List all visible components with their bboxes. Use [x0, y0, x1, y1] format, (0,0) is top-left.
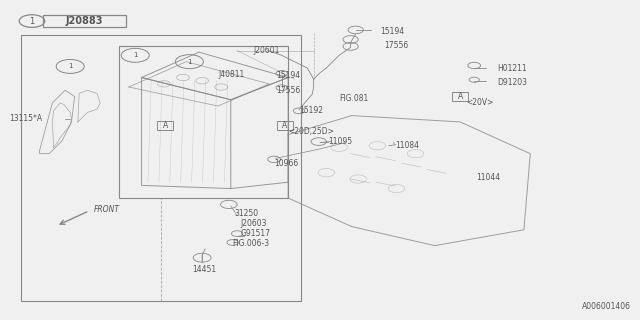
Text: FIG.006-3: FIG.006-3	[233, 239, 270, 248]
Bar	[157, 121, 173, 131]
Bar	[277, 121, 293, 131]
Text: 1: 1	[187, 59, 191, 65]
Text: A: A	[282, 121, 287, 130]
Text: 1: 1	[68, 63, 72, 69]
Text: A: A	[163, 121, 168, 130]
Text: 11084: 11084	[395, 141, 419, 150]
Text: <20D,25D>: <20D,25D>	[288, 127, 334, 136]
Text: 1: 1	[29, 17, 35, 26]
Text: 14451: 14451	[193, 265, 217, 274]
Bar	[43, 15, 125, 27]
Text: D91203: D91203	[497, 78, 527, 87]
Text: G91517: G91517	[241, 229, 270, 238]
Text: 17556: 17556	[276, 86, 301, 95]
Text: 13115*A: 13115*A	[9, 114, 42, 123]
Text: A: A	[458, 92, 463, 101]
Text: H01211: H01211	[497, 63, 527, 73]
Text: FRONT: FRONT	[94, 205, 120, 214]
Bar	[20, 35, 301, 301]
Bar	[119, 46, 288, 198]
Text: 15194: 15194	[276, 71, 301, 80]
Text: <20V>: <20V>	[467, 99, 494, 108]
Text: J20603: J20603	[241, 219, 267, 228]
Text: FIG.081: FIG.081	[339, 94, 369, 103]
Bar	[452, 92, 468, 101]
Text: 10966: 10966	[274, 159, 298, 168]
Text: 1: 1	[133, 52, 138, 58]
Text: 31250: 31250	[234, 209, 258, 219]
Text: J20883: J20883	[65, 16, 103, 26]
Text: 11095: 11095	[328, 137, 353, 146]
Text: 15192: 15192	[299, 106, 323, 115]
Text: A006001406: A006001406	[582, 302, 631, 311]
Text: J40811: J40811	[218, 70, 244, 79]
Text: J20601: J20601	[253, 46, 280, 55]
Text: 17556: 17556	[384, 41, 408, 50]
Text: 11044: 11044	[476, 173, 500, 182]
Text: 15194: 15194	[381, 27, 404, 36]
